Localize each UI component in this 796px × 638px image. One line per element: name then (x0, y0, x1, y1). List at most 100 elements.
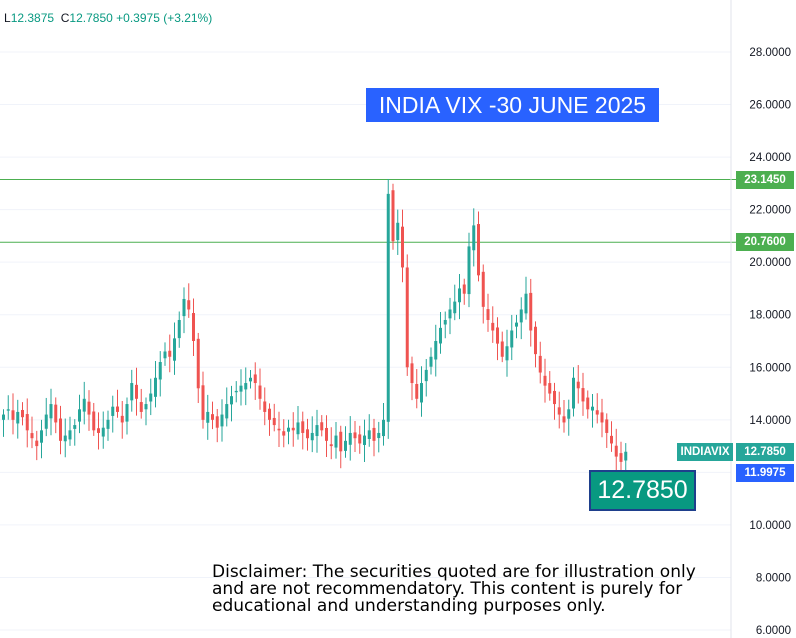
candle-body (301, 421, 305, 433)
candle-body (268, 408, 271, 420)
candle-body (600, 412, 604, 423)
candle-body (182, 298, 186, 317)
low-price-label: 11.9975 (736, 464, 794, 482)
close-label: C (60, 11, 70, 25)
candles-group (2, 179, 628, 475)
candle-body (462, 284, 466, 294)
candle-body (35, 440, 39, 447)
candle-body (168, 350, 172, 357)
candle-body (386, 193, 390, 422)
candle-body (481, 271, 485, 307)
candle-body (377, 432, 381, 439)
candle-body (306, 429, 309, 439)
candle-body (557, 407, 561, 415)
resistance-1-label: 23.1450 (736, 171, 794, 189)
candle-body (106, 419, 110, 429)
candle-body (187, 300, 191, 310)
candle-body (344, 440, 347, 451)
candle-body (177, 319, 181, 339)
candle-body (225, 404, 229, 419)
candle-body (624, 451, 628, 461)
candle-body (97, 428, 100, 433)
y-axis-ticks: 28.0000 26.0000 24.0000 22.0000 20.0000 18.00… (749, 47, 791, 637)
candle-body (21, 409, 24, 418)
resistance-2-label: 20.7600 (736, 233, 794, 251)
candle-body (54, 404, 58, 423)
candle-body (230, 396, 233, 405)
last-price-label: 12.7850 (736, 443, 794, 461)
candle-body (78, 409, 81, 422)
candle-body (529, 292, 533, 331)
candle-body (405, 267, 409, 368)
candle-body (505, 346, 509, 361)
candle-body (149, 393, 153, 402)
candle-body (111, 406, 115, 416)
candle-body (348, 432, 352, 445)
candle-body (605, 419, 609, 433)
candle-body (619, 453, 623, 462)
candle-body (358, 434, 362, 444)
candle-body (272, 417, 276, 426)
candle-body (562, 416, 566, 423)
y-tick-label: 10.0000 (749, 520, 791, 532)
candle-body (16, 411, 20, 424)
candle-body (120, 415, 124, 423)
candle-body (63, 435, 67, 442)
candle-body (59, 418, 62, 441)
candle-body (201, 385, 205, 420)
candle-body (434, 341, 438, 360)
candle-body (591, 406, 594, 411)
candle-body (11, 410, 15, 420)
candle-body (467, 246, 471, 295)
candle-body (234, 390, 238, 393)
current-price-callout: 12.7850 (589, 470, 696, 511)
candle-body (291, 427, 295, 431)
candle-body (30, 433, 34, 439)
candle-body (453, 301, 457, 314)
candle-body (548, 383, 552, 394)
candle-body (287, 427, 290, 432)
close-value: 12.7850 (69, 11, 113, 25)
candle-body (282, 431, 286, 436)
candle-body (2, 414, 5, 420)
candle-body (296, 422, 300, 435)
candle-body (139, 402, 143, 412)
candle-body (101, 427, 105, 437)
candle-body (567, 409, 571, 419)
candle-body (382, 419, 385, 437)
ohlc-legend: L12.3875 C12.7850 +0.3975 (+3.21%) (4, 11, 212, 25)
y-tick-label: 6.0000 (756, 625, 791, 637)
candle-body (82, 398, 86, 412)
candle-body (244, 383, 248, 390)
y-tick-label: 22.0000 (749, 205, 791, 217)
candle-body (486, 309, 490, 320)
candle-body (500, 341, 504, 357)
candle-body (334, 435, 338, 448)
candle-body (363, 435, 366, 445)
candle-body (92, 411, 96, 431)
candle-body (49, 404, 53, 419)
low-label: L (4, 11, 11, 25)
y-tick-label: 28.0000 (749, 47, 791, 59)
candle-body (477, 224, 480, 276)
candle-body (439, 327, 442, 344)
candle-body (130, 383, 134, 401)
y-tick-label: 8.0000 (756, 572, 791, 584)
candle-body (215, 416, 219, 428)
symbol-label: INDIAVIX (677, 443, 733, 461)
candle-body (144, 404, 148, 410)
candle-body (320, 422, 324, 431)
candle-body (158, 362, 162, 380)
candle-body (424, 369, 428, 382)
candle-body (401, 226, 404, 268)
candle-body (253, 374, 257, 384)
candle-body (448, 309, 452, 319)
candle-body (116, 406, 119, 412)
candle-body (329, 444, 333, 447)
candle-body (576, 381, 580, 389)
horizontal-levels (0, 179, 736, 243)
candle-body (396, 222, 400, 241)
y-tick-label: 18.0000 (749, 310, 791, 322)
candle-body (420, 383, 423, 403)
